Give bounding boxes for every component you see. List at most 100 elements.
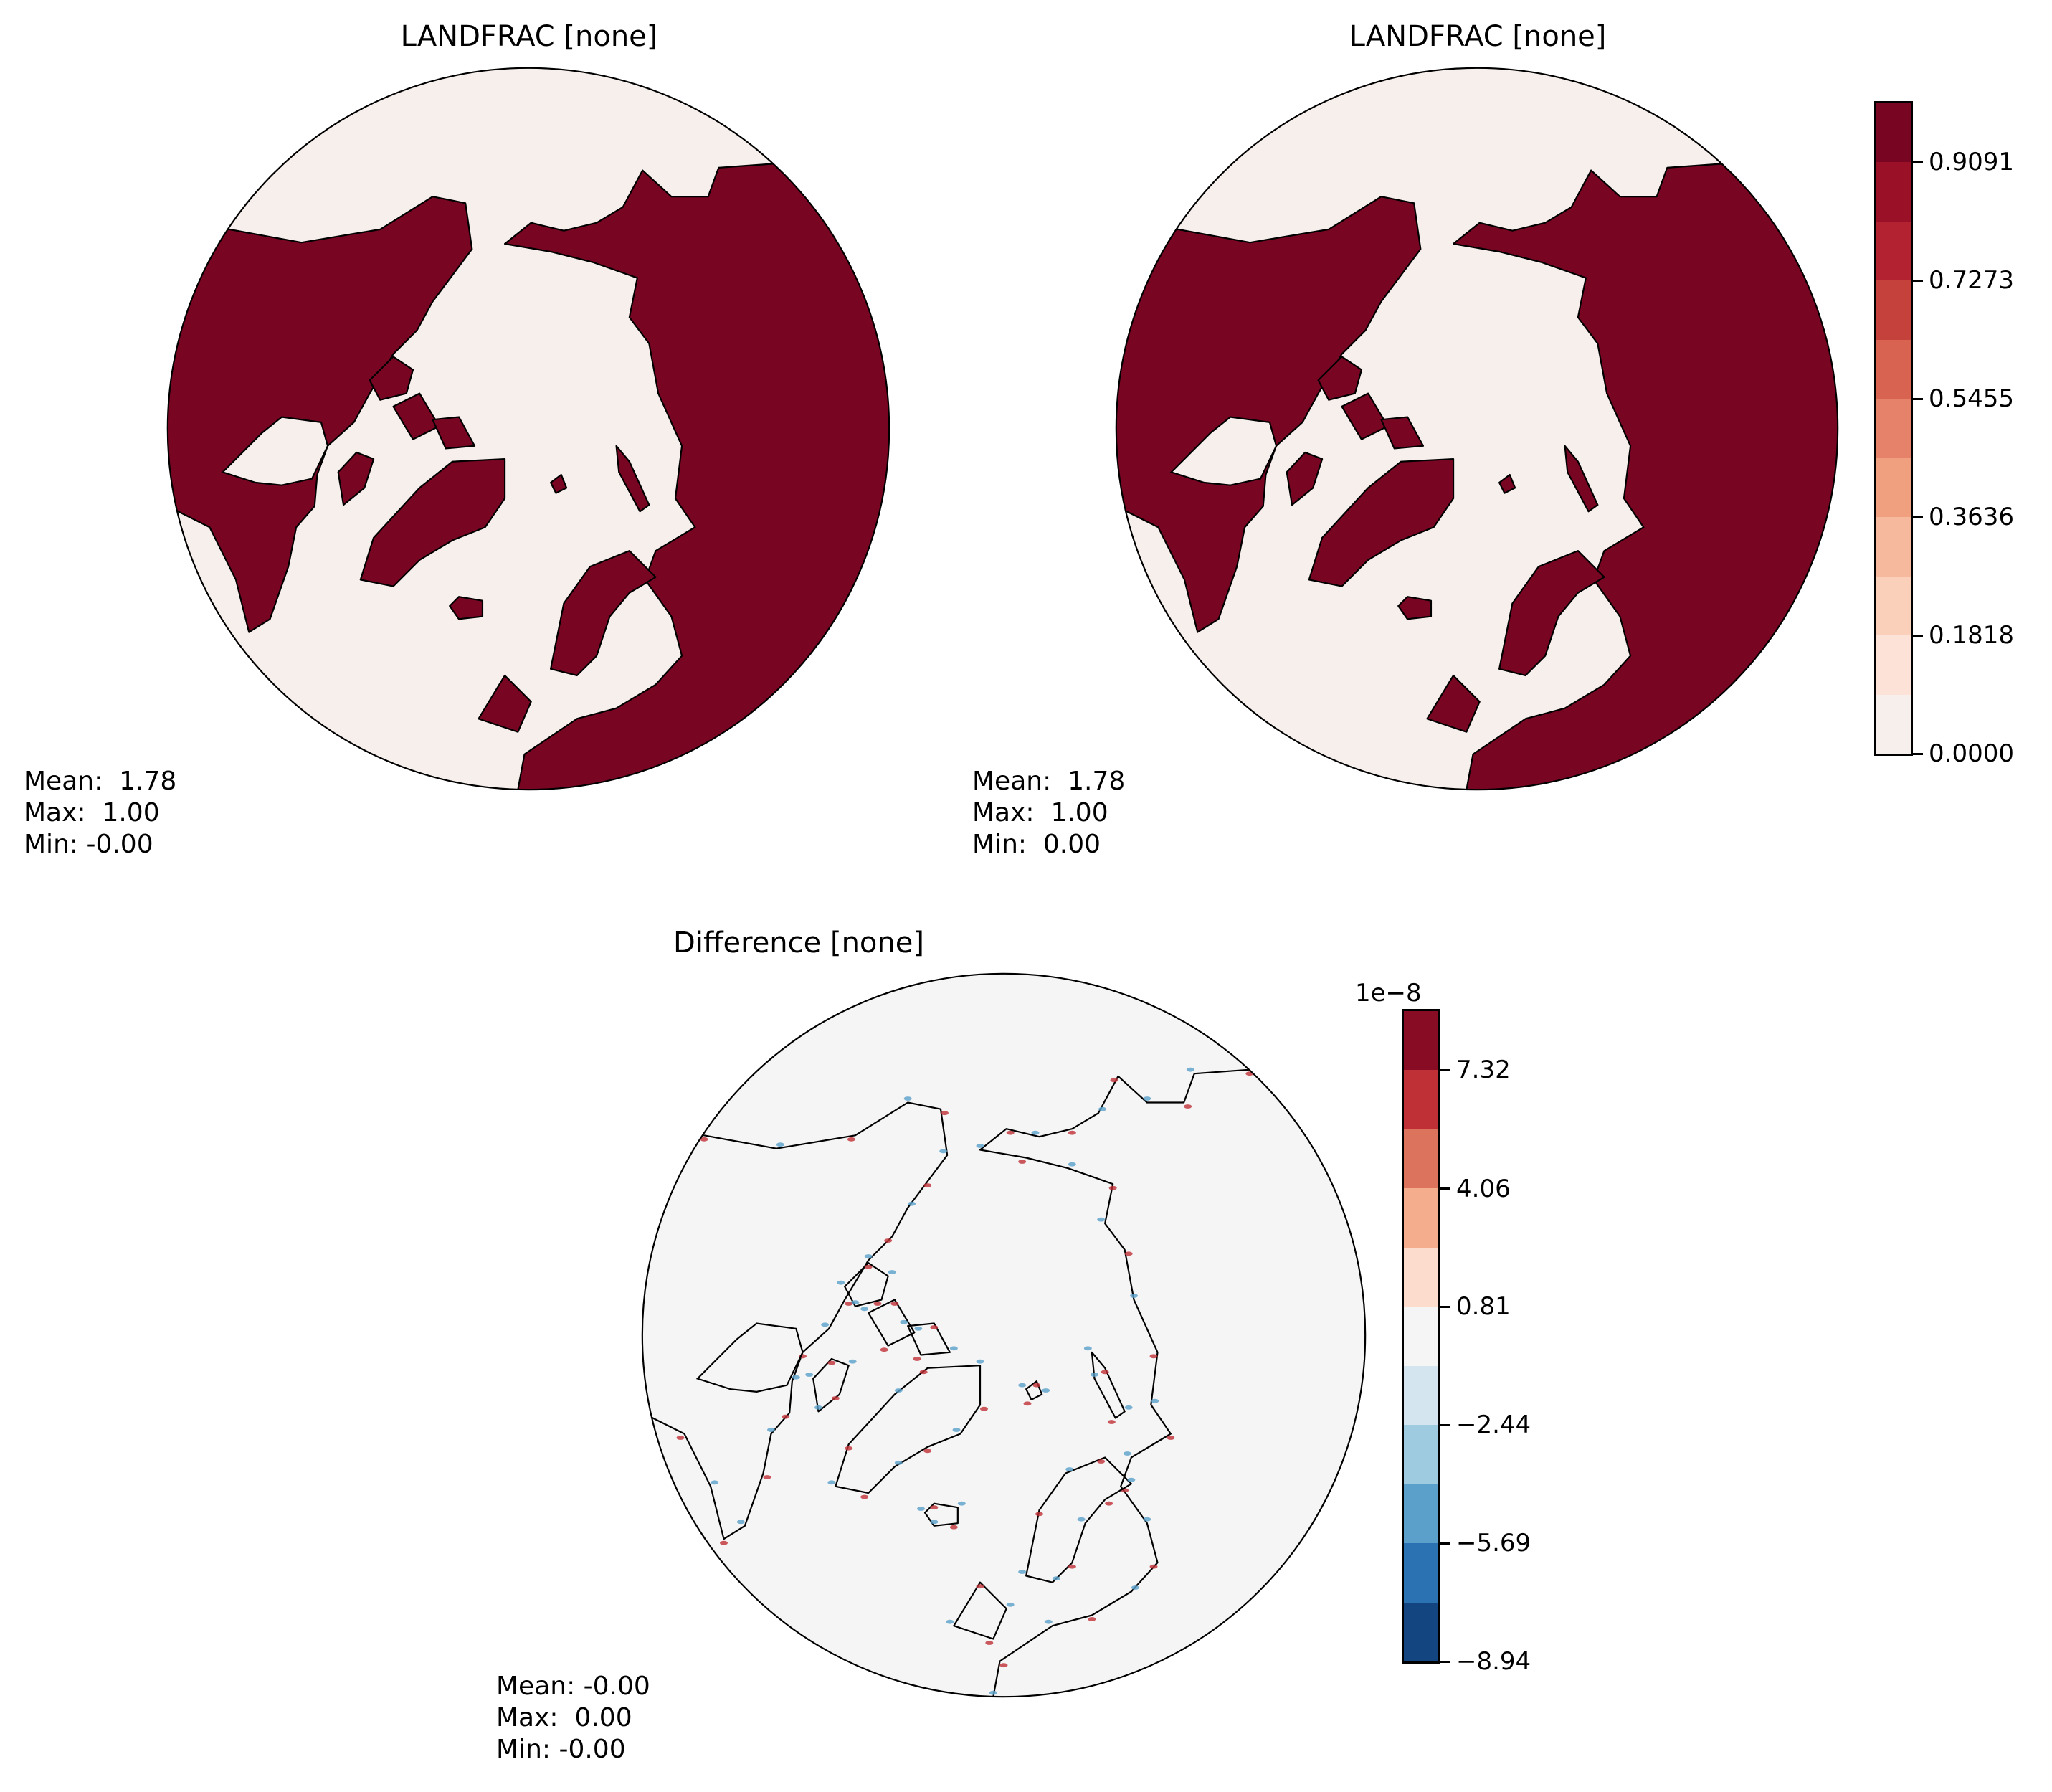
colorbar-segment bbox=[1404, 1069, 1438, 1129]
land-svalbard bbox=[1498, 473, 1516, 494]
colorbar-tick-label: 0.9091 bbox=[1929, 148, 2014, 177]
colorbar-segment bbox=[1404, 1306, 1438, 1366]
diff-speckle bbox=[1124, 1405, 1133, 1410]
diff-speckle bbox=[814, 1405, 822, 1410]
diff-speckle bbox=[884, 1238, 893, 1243]
colorbar-segment bbox=[1876, 103, 1911, 163]
diff-speckle bbox=[1023, 1401, 1032, 1406]
diff-speckle bbox=[1151, 1398, 1159, 1403]
land-novaya bbox=[1564, 445, 1599, 513]
diff-speckle bbox=[1098, 1106, 1106, 1111]
land-uk bbox=[478, 674, 532, 733]
diff-speckle bbox=[1006, 1130, 1015, 1135]
diff-speckle bbox=[1143, 1096, 1151, 1101]
diff-speckle bbox=[776, 1142, 784, 1147]
diff-speckle bbox=[1077, 1517, 1086, 1522]
colorbar-tick-label: −5.69 bbox=[1456, 1529, 1531, 1558]
colorbar-tick bbox=[1440, 1068, 1450, 1071]
diff-speckle bbox=[880, 1347, 888, 1352]
colorbar-segment bbox=[1404, 1424, 1438, 1484]
land-namerica bbox=[1116, 196, 1422, 633]
diff-speckle bbox=[923, 1183, 932, 1187]
diff-speckle bbox=[1042, 1388, 1050, 1393]
land-uk bbox=[953, 1581, 1007, 1640]
diff-speckle bbox=[914, 1326, 923, 1331]
colorbar-segment bbox=[1404, 1187, 1438, 1248]
diff-speckle bbox=[1097, 1459, 1106, 1464]
diff-speckle bbox=[1006, 1602, 1015, 1607]
colorbar-tick bbox=[1913, 161, 1923, 163]
colorbar-tick-label: 0.3636 bbox=[1929, 503, 2014, 532]
colorbar-tick-label: −8.94 bbox=[1456, 1647, 1531, 1676]
colorbar-segment bbox=[1404, 1010, 1438, 1071]
land-namerica bbox=[167, 196, 473, 633]
colorbar-segment bbox=[1404, 1247, 1438, 1307]
colorbar-tick-label: 4.06 bbox=[1456, 1174, 1511, 1203]
diff-speckle bbox=[736, 1520, 745, 1525]
diff-speckle bbox=[1105, 1501, 1113, 1506]
stat-mean: Mean: 1.78 bbox=[24, 767, 177, 796]
land-island4 bbox=[337, 451, 375, 506]
colorbar-tick bbox=[1440, 1187, 1450, 1190]
diff-speckle bbox=[1131, 1585, 1139, 1590]
colorbar-segment bbox=[1876, 161, 1911, 222]
map2-title: LANDFRAC [none] bbox=[1349, 20, 1607, 53]
stat-min: Min: -0.00 bbox=[24, 830, 153, 859]
diff-speckle bbox=[837, 1280, 845, 1285]
map1-landfrac bbox=[166, 67, 890, 791]
land-island1 bbox=[1317, 356, 1363, 401]
map1-stats: Mean: 1.78 Max: 1.00 Min: -0.00 bbox=[24, 766, 176, 861]
diff-speckle bbox=[860, 1307, 869, 1312]
colorbar-tick-label: 0.0000 bbox=[1929, 739, 2014, 768]
map2-stats: Mean: 1.78 Max: 1.00 Min: 0.00 bbox=[972, 766, 1125, 861]
land-eurasia bbox=[979, 1068, 1366, 1697]
diff-speckle bbox=[976, 1359, 984, 1364]
diff-speckle bbox=[711, 1480, 719, 1485]
diff-speckle bbox=[700, 1137, 708, 1142]
diff-speckle bbox=[985, 1641, 994, 1645]
diff-speckle bbox=[976, 1584, 984, 1589]
stat-max: Max: 1.00 bbox=[24, 798, 160, 828]
colorbar-offset-label: 1e−8 bbox=[1355, 979, 1422, 1008]
colorbar-tick bbox=[1440, 1542, 1450, 1545]
water-hudson bbox=[221, 416, 329, 486]
diff-speckle bbox=[782, 1414, 790, 1419]
diff-speckle bbox=[946, 1619, 954, 1624]
diff-speckle bbox=[949, 1346, 958, 1351]
land-svalbard bbox=[550, 473, 568, 494]
diff-speckle bbox=[720, 1540, 728, 1545]
colorbar-tick bbox=[1913, 634, 1923, 637]
land-svalbard bbox=[1025, 1380, 1043, 1400]
colorbar-tick bbox=[1913, 397, 1923, 400]
stat-min: Min: -0.00 bbox=[496, 1735, 626, 1764]
diff-speckle bbox=[821, 1322, 830, 1327]
diff-title: Difference [none] bbox=[673, 926, 924, 959]
diff-speckle bbox=[1065, 1467, 1074, 1471]
diff-speckle bbox=[873, 1302, 882, 1306]
colorbar-segment bbox=[1404, 1542, 1438, 1603]
diff-speckle bbox=[847, 1137, 855, 1142]
stat-max: Max: 1.00 bbox=[972, 798, 1108, 828]
diff-speckle bbox=[1068, 1162, 1076, 1167]
land-island1 bbox=[369, 356, 414, 401]
land-namerica bbox=[642, 1101, 949, 1540]
colorbar-segment bbox=[1404, 1602, 1438, 1661]
diff-speckle bbox=[952, 1428, 961, 1432]
colorbar-segment bbox=[1876, 398, 1911, 458]
diff-speckle bbox=[1088, 1617, 1096, 1621]
diff-speckle bbox=[851, 1300, 860, 1305]
diff-speckle bbox=[1044, 1619, 1053, 1624]
colorbar-tick-label: 7.32 bbox=[1456, 1056, 1511, 1085]
diff-speckle bbox=[805, 1373, 814, 1377]
map2-landfrac bbox=[1115, 67, 1839, 791]
land-greenland bbox=[1308, 458, 1455, 587]
map-difference bbox=[641, 972, 1367, 1698]
colorbar-landfrac bbox=[1874, 101, 1913, 756]
land-iceland bbox=[1397, 596, 1433, 620]
diff-speckle bbox=[980, 1406, 988, 1411]
diff-speckle bbox=[890, 1302, 899, 1306]
colorbar-tick bbox=[1913, 516, 1923, 518]
map-boundary bbox=[166, 67, 890, 791]
diff-speckle bbox=[827, 1480, 836, 1485]
